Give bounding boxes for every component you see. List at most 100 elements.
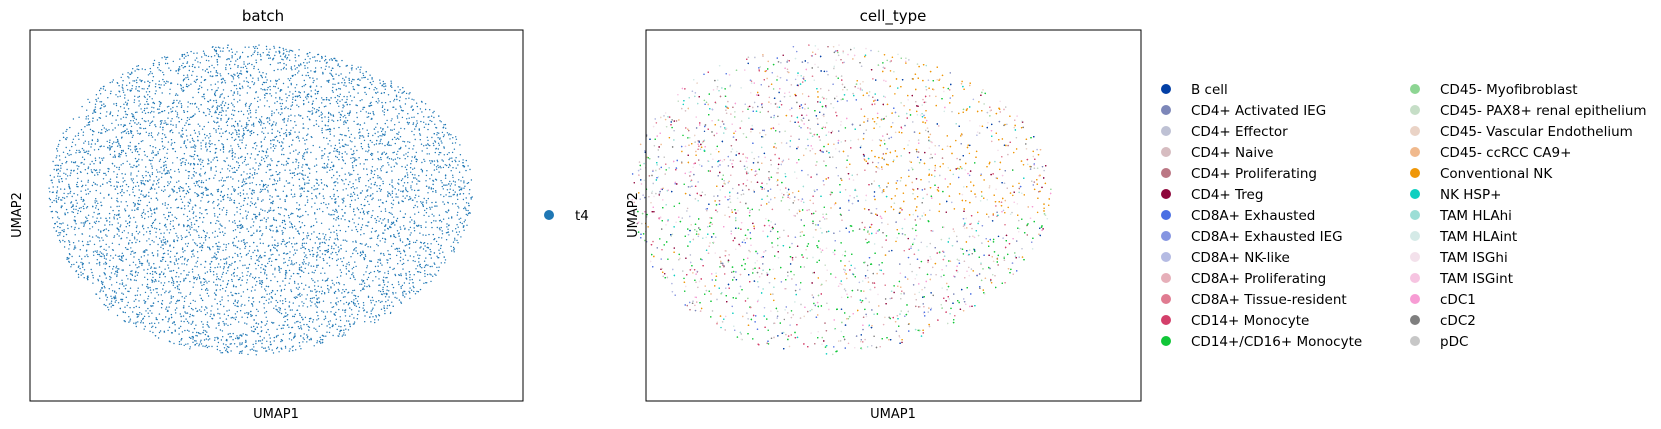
batch-point bbox=[445, 239, 448, 241]
batch-point bbox=[60, 223, 62, 225]
batch-point bbox=[363, 304, 365, 306]
batch-point bbox=[118, 228, 120, 231]
batch-point bbox=[268, 210, 270, 212]
batch-point bbox=[386, 262, 389, 264]
batch-point bbox=[217, 128, 220, 130]
batch-point bbox=[463, 221, 465, 223]
batch-point bbox=[258, 121, 261, 124]
batch-point bbox=[349, 111, 351, 114]
batch-point bbox=[306, 151, 308, 153]
batch-point bbox=[307, 67, 309, 69]
batch-point bbox=[149, 272, 151, 275]
batch-point bbox=[255, 117, 257, 119]
batch-point bbox=[201, 213, 203, 215]
batch-point bbox=[352, 218, 354, 220]
batch-point bbox=[116, 138, 119, 141]
batch-point bbox=[261, 321, 263, 324]
batch-point bbox=[183, 153, 186, 155]
batch-point bbox=[121, 84, 124, 86]
batch-point bbox=[203, 329, 205, 332]
batch-point bbox=[216, 74, 218, 77]
batch-point bbox=[414, 177, 416, 179]
batch-point bbox=[370, 321, 372, 323]
batch-point bbox=[261, 280, 263, 282]
batch-point bbox=[291, 104, 294, 106]
batch-point bbox=[211, 345, 213, 348]
batch-point bbox=[137, 170, 140, 172]
batch-point bbox=[382, 290, 384, 293]
batch-point bbox=[207, 295, 210, 297]
batch-point bbox=[402, 140, 404, 143]
batch-point bbox=[351, 313, 353, 316]
batch-point bbox=[122, 181, 125, 183]
batch-point bbox=[125, 296, 128, 298]
batch-point bbox=[324, 272, 326, 274]
batch-point bbox=[144, 184, 146, 186]
batch-point bbox=[260, 75, 263, 77]
batch-point bbox=[303, 302, 305, 305]
batch-point bbox=[372, 176, 374, 179]
batch-point bbox=[216, 303, 218, 305]
batch-point bbox=[397, 133, 399, 135]
batch-point bbox=[302, 170, 304, 172]
batch-point bbox=[308, 326, 311, 328]
batch-point bbox=[303, 224, 306, 227]
batch-point bbox=[162, 71, 164, 74]
batch-point bbox=[71, 205, 74, 208]
batch-point bbox=[364, 198, 366, 201]
batch-point bbox=[233, 73, 235, 76]
batch-point bbox=[430, 187, 433, 189]
batch-point bbox=[335, 302, 337, 304]
batch-point bbox=[155, 176, 158, 178]
batch-point bbox=[215, 284, 217, 286]
batch-point bbox=[187, 186, 190, 188]
batch-point bbox=[311, 112, 314, 114]
batch-point bbox=[232, 124, 235, 127]
batch-point bbox=[109, 111, 112, 113]
batch-point bbox=[324, 55, 327, 57]
batch-point bbox=[309, 253, 311, 256]
batch-point bbox=[309, 168, 311, 170]
batch-point bbox=[295, 287, 298, 289]
batch-point bbox=[279, 46, 281, 49]
batch-point bbox=[78, 116, 80, 119]
batch-point bbox=[256, 245, 258, 247]
batch-point bbox=[93, 181, 95, 184]
batch-point bbox=[215, 46, 217, 49]
batch-point bbox=[328, 203, 330, 205]
batch-point bbox=[335, 311, 337, 314]
batch-point bbox=[312, 255, 314, 257]
batch-point bbox=[155, 83, 157, 85]
batch-point bbox=[132, 261, 135, 263]
batch-point bbox=[250, 315, 252, 318]
batch-point bbox=[150, 163, 152, 165]
batch-point bbox=[339, 329, 342, 332]
batch-point bbox=[200, 158, 202, 160]
batch-point bbox=[297, 135, 299, 138]
batch-point bbox=[99, 185, 102, 187]
batch-point bbox=[157, 182, 160, 184]
batch-point bbox=[174, 94, 177, 97]
batch-point bbox=[157, 179, 159, 182]
batch-point bbox=[66, 153, 69, 155]
batch-point bbox=[405, 153, 407, 155]
batch-point bbox=[227, 188, 229, 190]
batch-point bbox=[377, 151, 379, 153]
batch-point bbox=[459, 186, 461, 188]
batch-point bbox=[99, 291, 101, 293]
batch-point bbox=[237, 91, 239, 93]
batch-point bbox=[384, 312, 386, 315]
batch-point bbox=[444, 177, 447, 179]
batch-point bbox=[307, 325, 309, 328]
batch-point bbox=[325, 184, 328, 187]
batch-point bbox=[395, 108, 397, 110]
batch-point bbox=[287, 120, 289, 122]
batch-point bbox=[110, 197, 113, 199]
batch-point bbox=[402, 268, 404, 270]
batch-point bbox=[348, 320, 350, 322]
batch-point bbox=[160, 176, 163, 178]
batch-point bbox=[244, 304, 246, 306]
batch-point bbox=[358, 179, 360, 181]
batch-point bbox=[462, 165, 464, 167]
batch-point bbox=[351, 173, 353, 176]
